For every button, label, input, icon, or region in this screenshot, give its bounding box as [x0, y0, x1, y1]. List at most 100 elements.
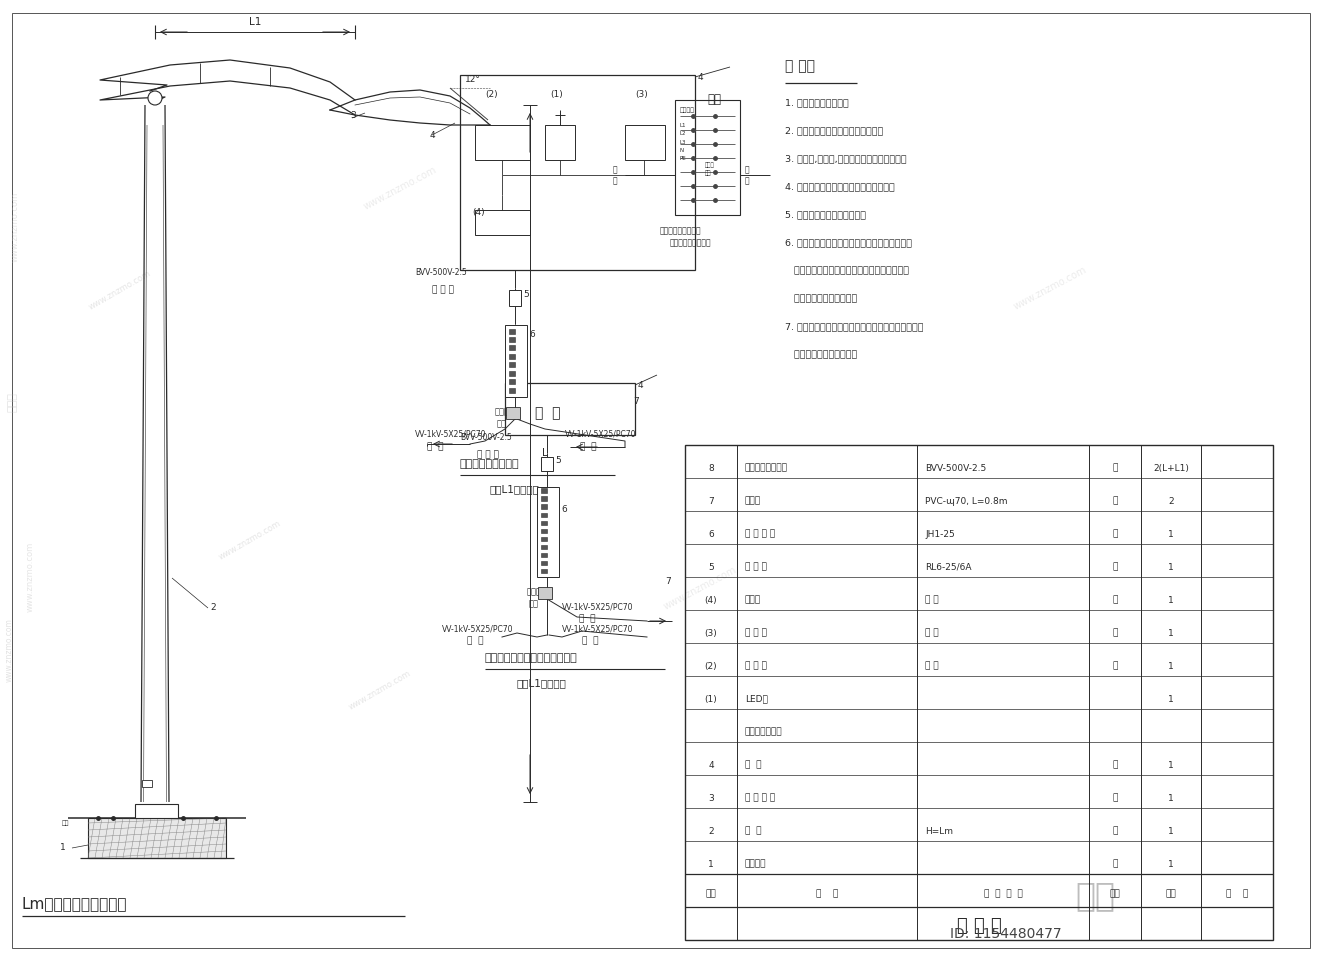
- Text: 单臂有分支线的灯具内部接线图: 单臂有分支线的灯具内部接线图: [485, 653, 578, 663]
- Text: 1: 1: [1169, 661, 1174, 671]
- Text: www.znzmo.com: www.znzmo.com: [11, 192, 20, 262]
- Text: 附 注：: 附 注：: [785, 59, 814, 73]
- Text: 1: 1: [1169, 695, 1174, 704]
- Bar: [541, 529, 547, 533]
- Bar: [545, 125, 575, 160]
- Text: 塑料管: 塑料管: [746, 496, 761, 506]
- Text: www.znzmo.com: www.znzmo.com: [25, 541, 34, 612]
- Text: 7. 杆型具体由甲方选择，但杆高、臂长应以施工图中: 7. 杆型具体由甲方选择，但杆高、臂长应以施工图中: [785, 322, 924, 331]
- Bar: [541, 561, 547, 565]
- Text: 1: 1: [1169, 563, 1174, 572]
- Bar: [538, 587, 553, 599]
- Text: VV-1kV-5X25/PC70: VV-1kV-5X25/PC70: [415, 430, 486, 439]
- Bar: [506, 407, 520, 419]
- Text: 明 细 表: 明 细 表: [957, 917, 1001, 935]
- Text: 知末网: 知末网: [8, 392, 19, 412]
- Bar: [541, 544, 547, 549]
- Text: (3): (3): [705, 629, 718, 637]
- Text: 单臂灯具内部接线图: 单臂灯具内部接线图: [660, 226, 702, 235]
- Text: JH1-25: JH1-25: [925, 530, 954, 539]
- Text: 3. 镇流器,电容器,启动器等均安装于灯具内。: 3. 镇流器,电容器,启动器等均安装于灯具内。: [785, 154, 907, 163]
- Text: 出  线: 出 线: [579, 614, 595, 623]
- Bar: [141, 780, 152, 787]
- Text: 3: 3: [709, 794, 714, 803]
- Text: 4: 4: [430, 131, 436, 140]
- Text: 出  线: 出 线: [582, 636, 599, 645]
- Text: 6: 6: [561, 505, 567, 514]
- Bar: [541, 457, 553, 471]
- Text: L: L: [542, 448, 547, 459]
- Bar: [475, 210, 530, 235]
- Bar: [509, 363, 516, 368]
- Text: 进  线: 进 线: [580, 442, 596, 451]
- Text: 5: 5: [524, 290, 529, 299]
- Text: (1): (1): [705, 695, 718, 704]
- Text: (1): (1): [550, 90, 563, 99]
- Text: 1: 1: [1169, 794, 1174, 803]
- Text: 启 动 器: 启 动 器: [746, 629, 767, 637]
- Text: VV-1kV-5X25/PC70: VV-1kV-5X25/PC70: [564, 430, 636, 439]
- Text: LED灯: LED灯: [746, 695, 768, 704]
- Text: ID: 1154480477: ID: 1154480477: [951, 927, 1062, 941]
- Text: 根: 根: [1112, 827, 1117, 836]
- Text: 接地脚
螺柱: 接地脚 螺柱: [705, 162, 715, 176]
- Text: 1. 本图单位以毫米计。: 1. 本图单位以毫米计。: [785, 98, 849, 107]
- Bar: [509, 346, 516, 350]
- Text: BVV-500V-2.5: BVV-500V-2.5: [460, 433, 512, 442]
- Text: 米: 米: [1112, 464, 1117, 472]
- Text: 根: 根: [1112, 794, 1117, 803]
- Text: 至 灯 具: 至 灯 具: [432, 285, 453, 294]
- Text: L1: L1: [249, 17, 262, 27]
- Bar: [541, 513, 547, 517]
- Text: 1: 1: [709, 860, 714, 869]
- Text: 塑料继缘铜芒电线: 塑料继缘铜芒电线: [746, 464, 788, 472]
- Text: 单臂灯具内部接线图: 单臂灯具内部接线图: [460, 459, 520, 469]
- Text: H=Lm: H=Lm: [925, 827, 953, 836]
- Text: 数量: 数量: [1166, 890, 1177, 899]
- Bar: [509, 388, 516, 393]
- Bar: [509, 290, 521, 306]
- Text: 2: 2: [210, 603, 215, 612]
- Bar: [505, 325, 527, 397]
- Text: 备    注: 备 注: [1225, 890, 1248, 899]
- Text: （以L1相之例）: （以L1相之例）: [517, 678, 567, 688]
- Text: 镇 流 器: 镇 流 器: [746, 661, 767, 671]
- Text: 配 套: 配 套: [925, 596, 939, 605]
- Text: (2): (2): [705, 661, 718, 671]
- Bar: [541, 553, 547, 557]
- Text: 电容器: 电容器: [746, 596, 761, 605]
- Bar: [509, 379, 516, 385]
- Text: 燔 断 器: 燔 断 器: [746, 563, 767, 572]
- Bar: [135, 804, 178, 818]
- Text: 单位: 单位: [1109, 890, 1120, 899]
- Text: (3): (3): [635, 90, 648, 99]
- Text: 1: 1: [1169, 530, 1174, 539]
- Text: 路灯分支接线还可采用热缩绣缘方式，用户可: 路灯分支接线还可采用热缩绣缘方式，用户可: [785, 266, 910, 275]
- Text: 4: 4: [698, 73, 703, 82]
- Text: 7: 7: [709, 496, 714, 506]
- Text: 灯  杆: 灯 杆: [746, 827, 761, 836]
- Text: 个: 个: [1112, 596, 1117, 605]
- Text: 个: 个: [1112, 563, 1117, 572]
- Text: 6: 6: [709, 530, 714, 539]
- Text: 6. 图中所示为通过接线端子板连接的接线方式，: 6. 图中所示为通过接线端子板连接的接线方式，: [785, 238, 912, 247]
- Text: www.znzmo.com: www.znzmo.com: [362, 165, 439, 212]
- Text: RL6-25/6A: RL6-25/6A: [925, 563, 972, 572]
- Text: BVV-500V-2.5: BVV-500V-2.5: [415, 268, 467, 277]
- Text: 出
线: 出 线: [612, 165, 617, 185]
- Text: 接地脚: 接地脚: [494, 407, 510, 416]
- Text: 个: 个: [1112, 661, 1117, 671]
- Text: 7: 7: [665, 577, 670, 586]
- Text: 至 灯 具: 至 灯 具: [477, 450, 498, 459]
- Text: 配 套: 配 套: [925, 661, 939, 671]
- Bar: [625, 125, 665, 160]
- Text: www.znzmo.com: www.znzmo.com: [5, 618, 15, 682]
- Text: VV-1kV-5X25/PC70: VV-1kV-5X25/PC70: [562, 624, 633, 633]
- Text: www.znzmo.com: www.znzmo.com: [217, 519, 283, 562]
- Bar: [676, 100, 740, 215]
- Text: 灯座基础: 灯座基础: [746, 860, 767, 869]
- Text: 名    称: 名 称: [816, 890, 838, 899]
- Bar: [685, 445, 1273, 940]
- Bar: [541, 568, 547, 573]
- Text: 灯  具: 灯 具: [746, 760, 761, 770]
